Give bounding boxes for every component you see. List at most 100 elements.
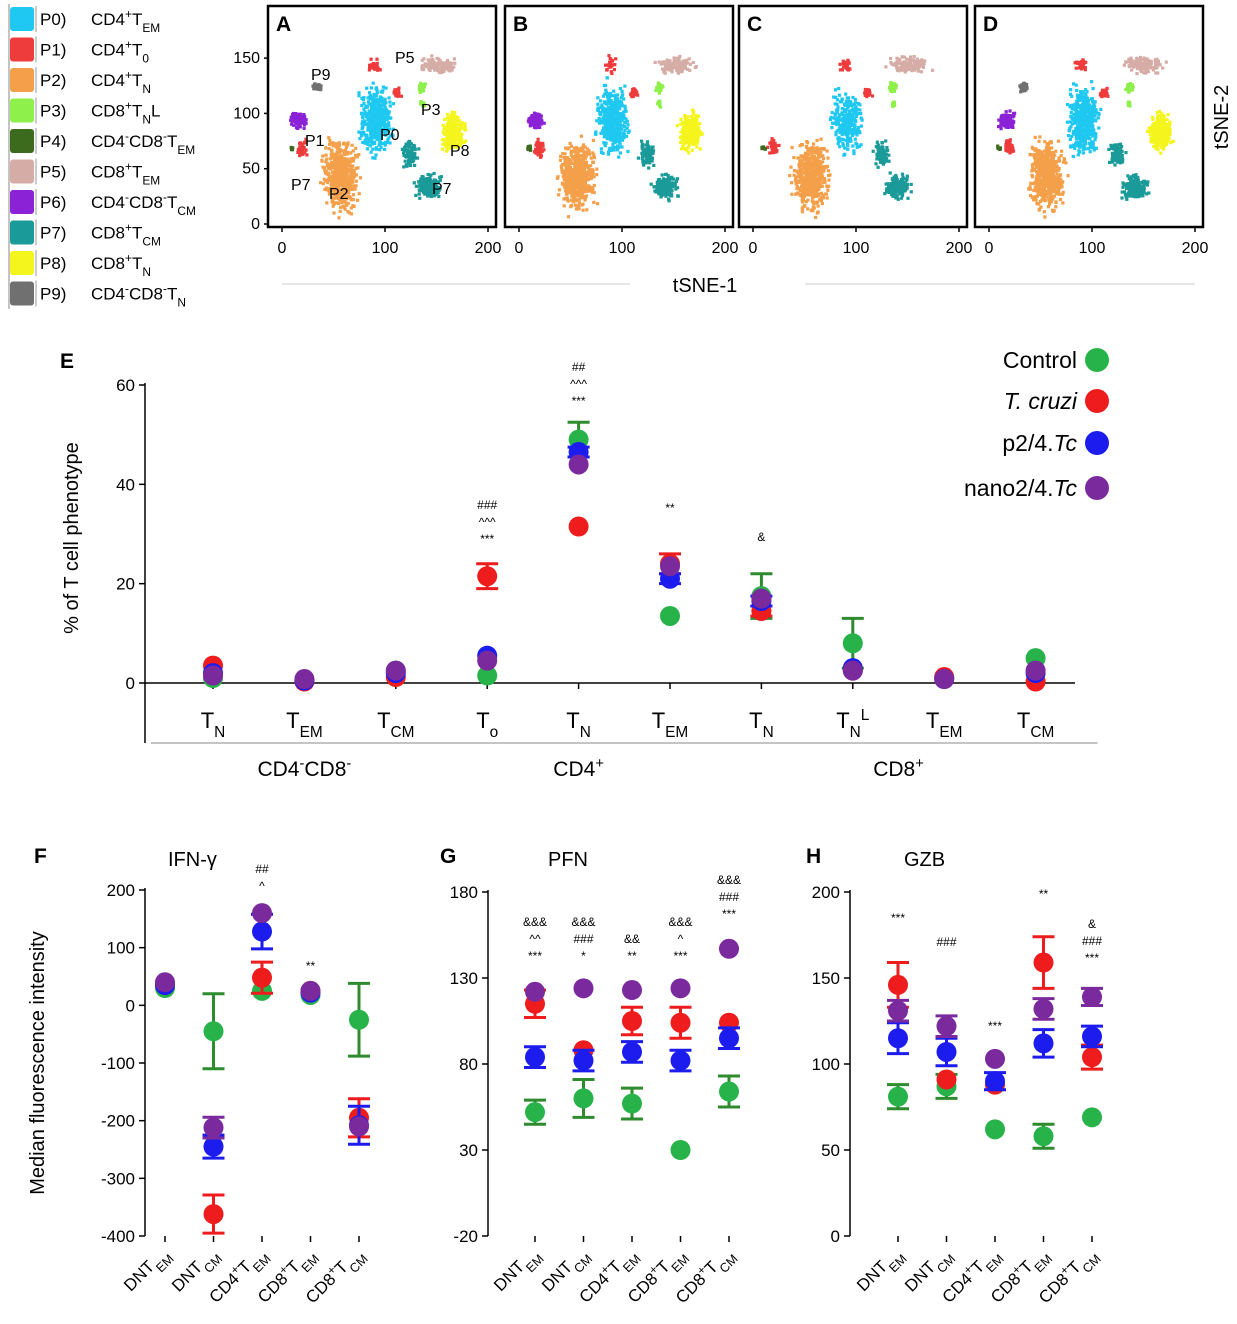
tsne-point (846, 147, 850, 151)
tsne-point (811, 205, 815, 209)
tsne-point (448, 69, 452, 73)
tsne-point (576, 194, 580, 198)
tsne-point (684, 125, 688, 129)
tsne-point (333, 156, 337, 160)
tsne-point (854, 114, 858, 119)
tsne-point (630, 92, 634, 97)
tsne-cluster-label: P7 (291, 177, 311, 194)
tsne-point (658, 190, 662, 194)
tsne-point (578, 154, 582, 158)
tsne-point (615, 128, 619, 132)
tsne-point (447, 134, 451, 138)
tsne-point (373, 62, 377, 66)
tsne-point (584, 175, 589, 179)
tsne-point (294, 119, 298, 123)
tsne-point (534, 126, 538, 130)
tsne-point (641, 162, 645, 166)
tsne-point (880, 141, 884, 145)
tsne-point (620, 119, 624, 123)
tsne-point (375, 63, 379, 67)
tsne-point (605, 76, 609, 80)
tsne-point (337, 170, 341, 174)
tsne-point (843, 110, 847, 114)
tsne-point (359, 111, 364, 115)
tsne-point (589, 164, 593, 168)
tsne-point (291, 115, 295, 119)
tsne-point (614, 99, 618, 103)
tsne-point (658, 191, 662, 196)
tsne-point (602, 135, 606, 139)
tsne-point (641, 155, 645, 159)
tsne-point (691, 140, 695, 144)
tsne-point (799, 172, 803, 176)
tsne-point (578, 161, 583, 165)
tsne-point (693, 122, 697, 126)
tsne-point (383, 106, 387, 110)
tsne-point (536, 150, 540, 154)
tsne-point (358, 176, 363, 180)
tsne-point (347, 211, 351, 215)
tsne-point (825, 196, 829, 200)
tsne-point (913, 62, 917, 66)
tsne-point (605, 125, 609, 129)
tsne-point (806, 170, 810, 174)
tsne-point (692, 110, 696, 114)
tsne-point (691, 121, 696, 125)
tsne-point (346, 143, 350, 147)
tsne-point (332, 211, 336, 215)
tsne-point (344, 145, 348, 149)
tsne-point (903, 70, 907, 74)
tsne-point (445, 129, 449, 133)
tsne-point (688, 124, 692, 128)
tsne-point (610, 58, 614, 62)
tsne-point (614, 115, 618, 120)
tsne-panel-frame (503, 4, 735, 229)
tsne-point (331, 177, 335, 182)
tsne-point (445, 116, 449, 120)
tsne-point (574, 179, 578, 183)
tsne-point (442, 69, 446, 73)
tsne-point (809, 165, 814, 169)
tsne-point (333, 196, 337, 200)
tsne-point (679, 65, 683, 69)
tsne-point (610, 128, 614, 132)
tsne-point (816, 178, 820, 183)
tsne-point (906, 196, 910, 200)
tsne-point (833, 112, 837, 116)
tsne-point (370, 105, 374, 109)
tsne-point (852, 111, 856, 115)
tsne-point (579, 187, 583, 191)
tsne-point (426, 194, 430, 198)
tsne-point (361, 140, 365, 145)
tsne-point (849, 139, 853, 143)
tsne-point (581, 173, 585, 177)
tsne-point (464, 139, 468, 143)
tsne-point (605, 128, 609, 132)
tsne-point (582, 179, 586, 183)
tsne-point (826, 156, 830, 160)
tsne-point (357, 130, 361, 134)
tsne-point (409, 150, 414, 154)
tsne-point (343, 161, 347, 165)
tsne-point (887, 190, 891, 194)
tsne-point (897, 57, 901, 62)
tsne-point (801, 200, 805, 204)
tsne-point (790, 192, 794, 196)
tsne-point (574, 149, 578, 153)
tsne-point (328, 163, 332, 167)
tsne-point (805, 183, 809, 187)
tsne-point (404, 142, 408, 146)
tsne-point (798, 144, 802, 148)
tsne-point (612, 68, 616, 72)
tsne-points (526, 54, 704, 219)
tsne-point (902, 61, 906, 65)
tsne-point (338, 188, 342, 192)
tsne-point (647, 149, 651, 153)
tsne-point (602, 141, 606, 145)
tsne-point (388, 141, 392, 145)
tsne-point (560, 168, 564, 172)
tsne-point (837, 93, 842, 97)
tsne-point (338, 198, 342, 202)
tsne-point (609, 112, 613, 117)
tsne-point (884, 190, 889, 194)
